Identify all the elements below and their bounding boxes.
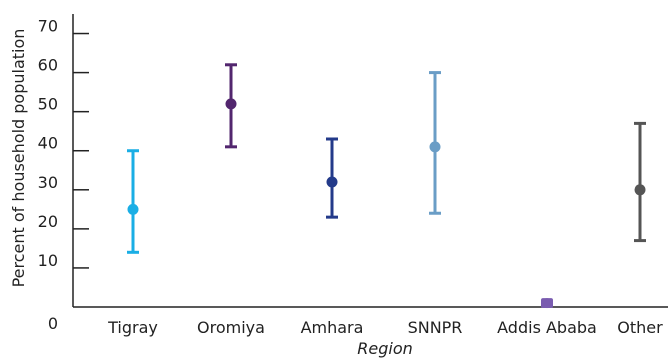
x-tick-label: SNNPR (408, 318, 463, 337)
series-point-group (541, 298, 553, 309)
series-point-group (634, 121, 646, 243)
x-tick-label: Tigray (107, 318, 158, 337)
data-point (429, 141, 441, 153)
y-tick-label: 10 (38, 251, 58, 270)
series-point-group (225, 63, 237, 149)
data-point (225, 98, 237, 110)
series-point-group (127, 149, 139, 254)
y-tick-label: 60 (38, 56, 58, 75)
x-tick-label: Amhara (301, 318, 364, 337)
y-tick-label: 30 (38, 173, 58, 192)
y-tick-label: 70 (38, 17, 58, 36)
data-point (127, 203, 139, 215)
y-tick-label: 20 (38, 212, 58, 231)
y-tick-label: 0 (48, 314, 58, 333)
y-axis: 0 10 20 30 40 50 60 70 (38, 14, 89, 333)
series-point-group (326, 137, 338, 219)
data-point (634, 184, 646, 196)
x-axis-title: Region (357, 339, 413, 358)
series-point-group (429, 71, 441, 215)
x-tick-label: Oromiya (197, 318, 265, 337)
data-point (542, 298, 552, 309)
x-tick-label: Other (617, 318, 663, 337)
y-tick-label: 40 (38, 134, 58, 153)
x-tick-label: Addis Ababa (497, 318, 597, 337)
y-axis-title: Percent of household population (9, 29, 28, 288)
data-point (326, 176, 338, 188)
y-tick-label: 50 (38, 95, 58, 114)
